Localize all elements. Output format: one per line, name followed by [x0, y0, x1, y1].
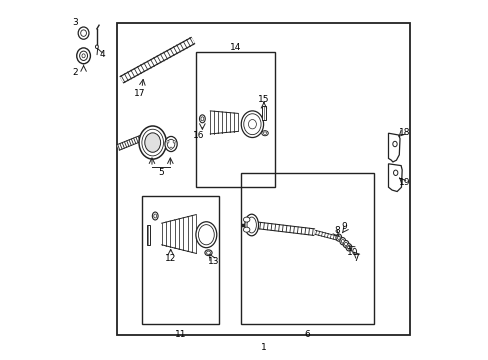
Ellipse shape [246, 217, 256, 233]
Ellipse shape [392, 141, 396, 147]
Ellipse shape [241, 111, 263, 138]
Text: 6: 6 [304, 330, 309, 338]
Ellipse shape [244, 114, 261, 135]
Text: 10: 10 [346, 248, 358, 257]
Ellipse shape [166, 141, 169, 143]
Text: 4: 4 [99, 50, 104, 59]
Text: 13: 13 [207, 256, 219, 266]
Ellipse shape [95, 45, 98, 49]
Ellipse shape [347, 246, 349, 249]
Ellipse shape [344, 242, 347, 246]
Ellipse shape [337, 236, 340, 239]
Ellipse shape [199, 115, 205, 123]
Ellipse shape [244, 214, 258, 236]
Text: 15: 15 [258, 95, 269, 104]
Text: 8: 8 [334, 226, 340, 235]
Ellipse shape [393, 170, 397, 175]
Ellipse shape [346, 244, 351, 251]
Text: 17: 17 [134, 89, 145, 98]
Bar [117, 23, 409, 335]
Text: 18: 18 [399, 128, 410, 137]
Text: 3: 3 [72, 18, 78, 27]
Ellipse shape [144, 133, 160, 152]
Ellipse shape [78, 27, 89, 39]
Text: 9: 9 [341, 222, 346, 231]
Ellipse shape [152, 212, 158, 220]
Ellipse shape [153, 214, 156, 218]
Bar [241, 173, 373, 324]
Ellipse shape [335, 234, 341, 241]
Polygon shape [146, 225, 149, 245]
Ellipse shape [164, 136, 177, 152]
Polygon shape [261, 106, 265, 120]
Ellipse shape [167, 139, 175, 149]
Ellipse shape [173, 141, 175, 143]
Text: 2: 2 [72, 68, 78, 77]
Ellipse shape [204, 250, 212, 256]
Ellipse shape [201, 117, 203, 121]
Text: 16: 16 [193, 131, 204, 140]
Ellipse shape [198, 225, 214, 245]
Ellipse shape [196, 222, 216, 248]
Ellipse shape [263, 132, 266, 135]
Bar [196, 52, 275, 187]
Bar [142, 196, 219, 324]
Ellipse shape [261, 131, 268, 136]
Ellipse shape [77, 48, 90, 64]
Ellipse shape [206, 251, 210, 255]
Polygon shape [387, 164, 401, 192]
Ellipse shape [80, 51, 87, 60]
Ellipse shape [248, 120, 256, 129]
Ellipse shape [339, 238, 345, 245]
Ellipse shape [343, 240, 348, 248]
Text: 14: 14 [229, 43, 241, 52]
Text: 12: 12 [164, 254, 176, 263]
Text: 11: 11 [174, 330, 186, 338]
Text: 5: 5 [158, 168, 163, 177]
Ellipse shape [170, 147, 172, 150]
Ellipse shape [243, 217, 249, 222]
Ellipse shape [142, 129, 163, 156]
Ellipse shape [243, 227, 249, 232]
Text: 1: 1 [261, 343, 266, 352]
Ellipse shape [82, 54, 85, 58]
Text: 7: 7 [352, 255, 358, 264]
Text: 19: 19 [399, 179, 410, 188]
Ellipse shape [341, 239, 344, 243]
Ellipse shape [81, 30, 86, 36]
Polygon shape [387, 133, 399, 162]
Ellipse shape [139, 126, 166, 159]
